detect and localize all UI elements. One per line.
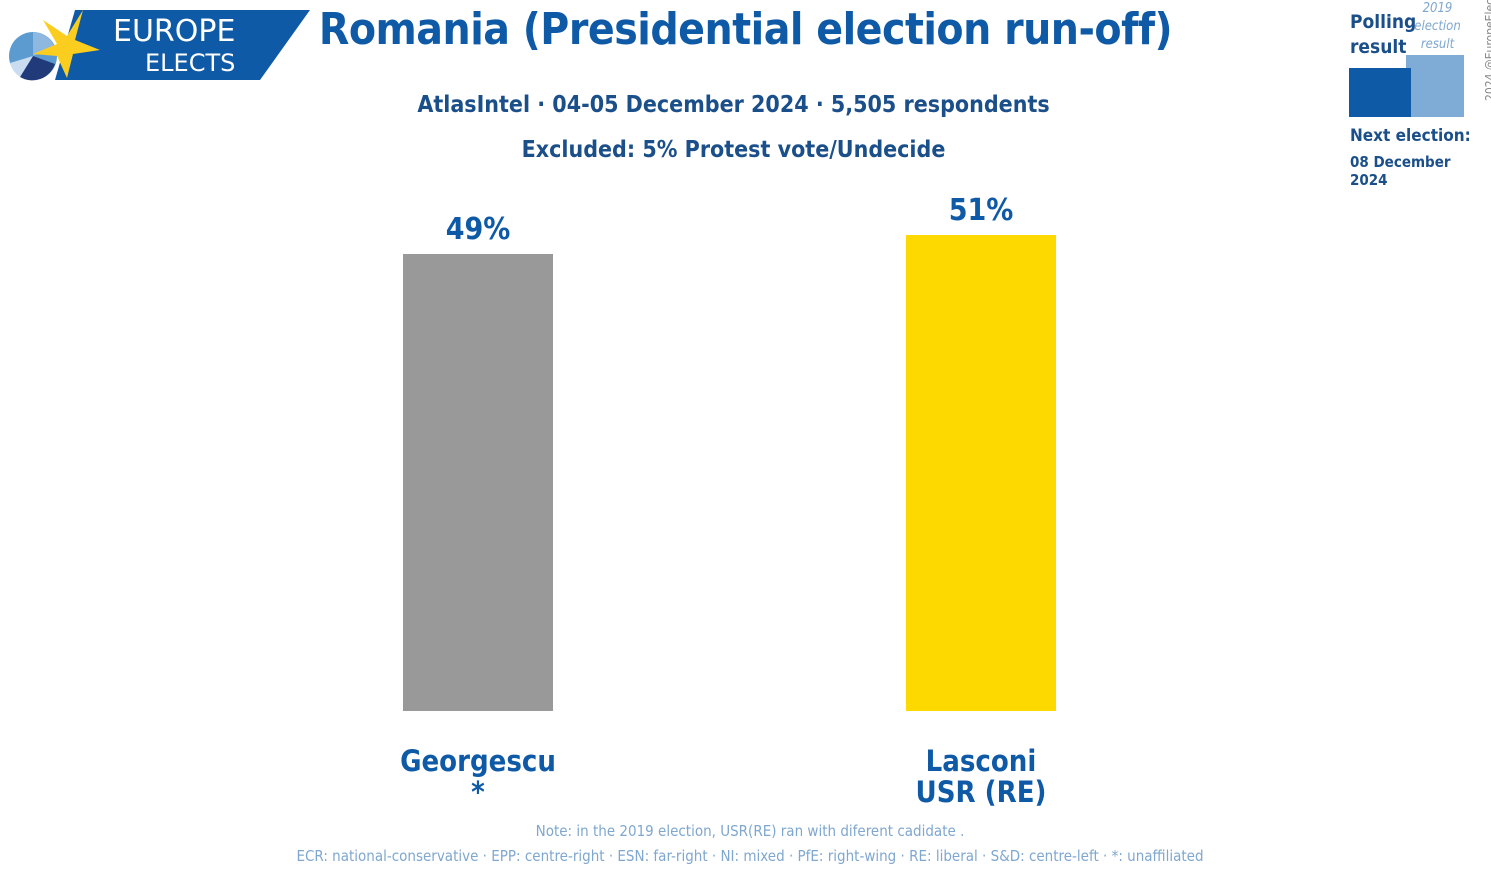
legend-previous-swatch — [1406, 55, 1464, 117]
copyright: 2024 @EuropeElects — [1483, 0, 1491, 101]
value-label: 49% — [445, 211, 511, 247]
logo-text-elects: ELECTS — [145, 49, 235, 77]
value-label: 51% — [948, 193, 1014, 228]
party-legend: ECR: national-conservative · EPP: centre… — [296, 847, 1204, 865]
next-election-date: 08 December 2024 — [1350, 153, 1451, 189]
candidate-party: USR (RE) — [915, 775, 1047, 809]
candidate-name: Lasconi — [925, 744, 1037, 778]
bar-georgescu — [403, 253, 553, 711]
candidate-party: * — [471, 775, 485, 809]
logo-text-europe: EUROPE — [113, 14, 235, 49]
europe-elects-logo: EUROPE ELECTS — [9, 10, 310, 81]
next-election-label: Next election: — [1350, 126, 1471, 146]
excluded-note: Excluded: 5% Protest vote/Undecide — [521, 137, 946, 163]
candidate-label: Lasconi USR (RE) — [851, 746, 1111, 808]
bar-lasconi — [906, 235, 1056, 711]
candidate-name: Georgescu — [400, 744, 556, 778]
legend-previous-label: 2019 election result — [1414, 1, 1461, 52]
legend-polling-label: Polling result — [1350, 11, 1417, 58]
poll-subtitle: AtlasIntel · 04-05 December 2024 · 5,505… — [417, 92, 1050, 118]
legend-polling-swatch — [1349, 68, 1411, 117]
chart-title: Romania (Presidential election run-off) — [318, 4, 1173, 55]
footnote: Note: in the 2019 election, USR(RE) ran … — [535, 822, 965, 840]
candidate-label: Georgescu * — [348, 746, 608, 808]
